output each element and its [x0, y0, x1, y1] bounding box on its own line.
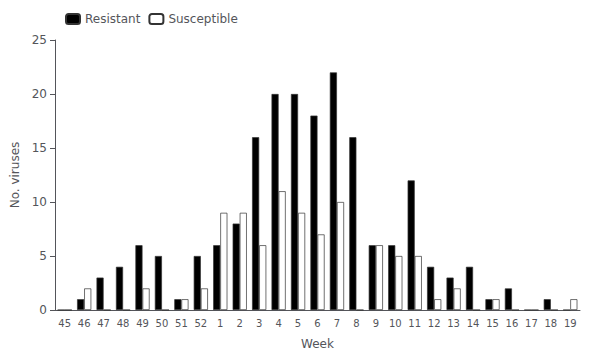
svg-text:4: 4	[275, 318, 281, 329]
svg-text:15: 15	[486, 318, 499, 329]
svg-text:51: 51	[175, 318, 188, 329]
svg-text:0: 0	[39, 303, 47, 317]
svg-text:9: 9	[373, 318, 379, 329]
svg-text:45: 45	[58, 318, 71, 329]
svg-text:18: 18	[544, 318, 557, 329]
svg-text:19: 19	[564, 318, 577, 329]
svg-text:8: 8	[353, 318, 359, 329]
svg-text:10: 10	[32, 195, 47, 209]
svg-text:13: 13	[447, 318, 460, 329]
svg-text:47: 47	[97, 318, 110, 329]
svg-text:15: 15	[32, 141, 47, 155]
svg-text:46: 46	[78, 318, 91, 329]
svg-text:7: 7	[334, 318, 340, 329]
svg-text:25: 25	[32, 33, 47, 47]
svg-text:5: 5	[295, 318, 301, 329]
svg-text:5: 5	[39, 249, 47, 263]
svg-text:52: 52	[194, 318, 207, 329]
svg-text:11: 11	[408, 318, 421, 329]
svg-text:50: 50	[156, 318, 169, 329]
svg-text:Week: Week	[301, 337, 334, 351]
svg-text:Susceptible: Susceptible	[168, 12, 237, 26]
svg-text:No. viruses: No. viruses	[8, 142, 22, 209]
svg-text:20: 20	[32, 87, 47, 101]
svg-text:3: 3	[256, 318, 262, 329]
svg-text:14: 14	[467, 318, 480, 329]
svg-text:2: 2	[237, 318, 243, 329]
svg-text:49: 49	[136, 318, 149, 329]
svg-text:12: 12	[428, 318, 441, 329]
svg-text:16: 16	[506, 318, 519, 329]
svg-text:Resistant: Resistant	[85, 12, 141, 26]
svg-text:10: 10	[389, 318, 402, 329]
svg-text:17: 17	[525, 318, 538, 329]
svg-text:6: 6	[314, 318, 320, 329]
svg-text:1: 1	[217, 318, 223, 329]
svg-text:48: 48	[117, 318, 130, 329]
